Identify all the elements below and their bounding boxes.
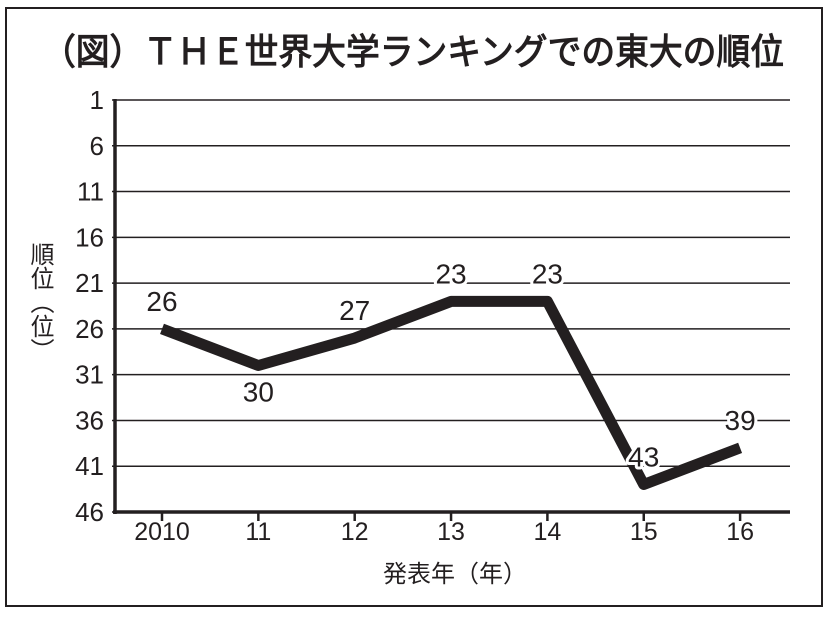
data-label: 30 [243, 377, 274, 408]
chart-frame [5, 7, 823, 607]
x-tick-label: 16 [726, 518, 754, 546]
data-label: 39 [725, 405, 756, 436]
y-tick-label: 16 [75, 222, 104, 252]
x-tick-label: 15 [630, 518, 658, 546]
x-tick-label: 13 [437, 518, 465, 546]
y-tick-label: 11 [77, 177, 104, 207]
x-tick-label: 11 [245, 518, 271, 546]
y-tick-label: 41 [75, 451, 104, 481]
chart-title: （図）ＴＨＥ世界大学ランキングでの東大の順位 [42, 31, 784, 73]
x-tick-label: 12 [341, 518, 369, 546]
x-tick-labels: 2010 11 12 13 14 15 16 [134, 518, 754, 546]
y-tick-label: 1 [90, 85, 104, 115]
y-tick-label: 36 [75, 405, 104, 435]
y-tick-label: 26 [75, 314, 104, 344]
y-axis-label: 順位（位） [26, 242, 54, 362]
data-label: 27 [339, 295, 370, 326]
data-labels: 26 30 27 23 23 43 39 [143, 255, 758, 475]
y-tick-label: 6 [90, 131, 104, 161]
axes [113, 99, 790, 521]
data-label: 23 [532, 258, 563, 289]
series [160, 295, 743, 491]
y-tick-label: 21 [75, 268, 104, 298]
x-tick-label: 2010 [134, 518, 190, 546]
data-label: 43 [628, 442, 659, 473]
y-tick-label: 31 [75, 360, 104, 390]
x-tick-label: 14 [533, 518, 561, 546]
y-tick-label: 46 [75, 497, 104, 527]
series-line [160, 295, 743, 491]
data-label: 26 [146, 286, 177, 317]
x-axis-label: 発表年（年） [383, 560, 527, 588]
data-label: 23 [435, 258, 466, 289]
